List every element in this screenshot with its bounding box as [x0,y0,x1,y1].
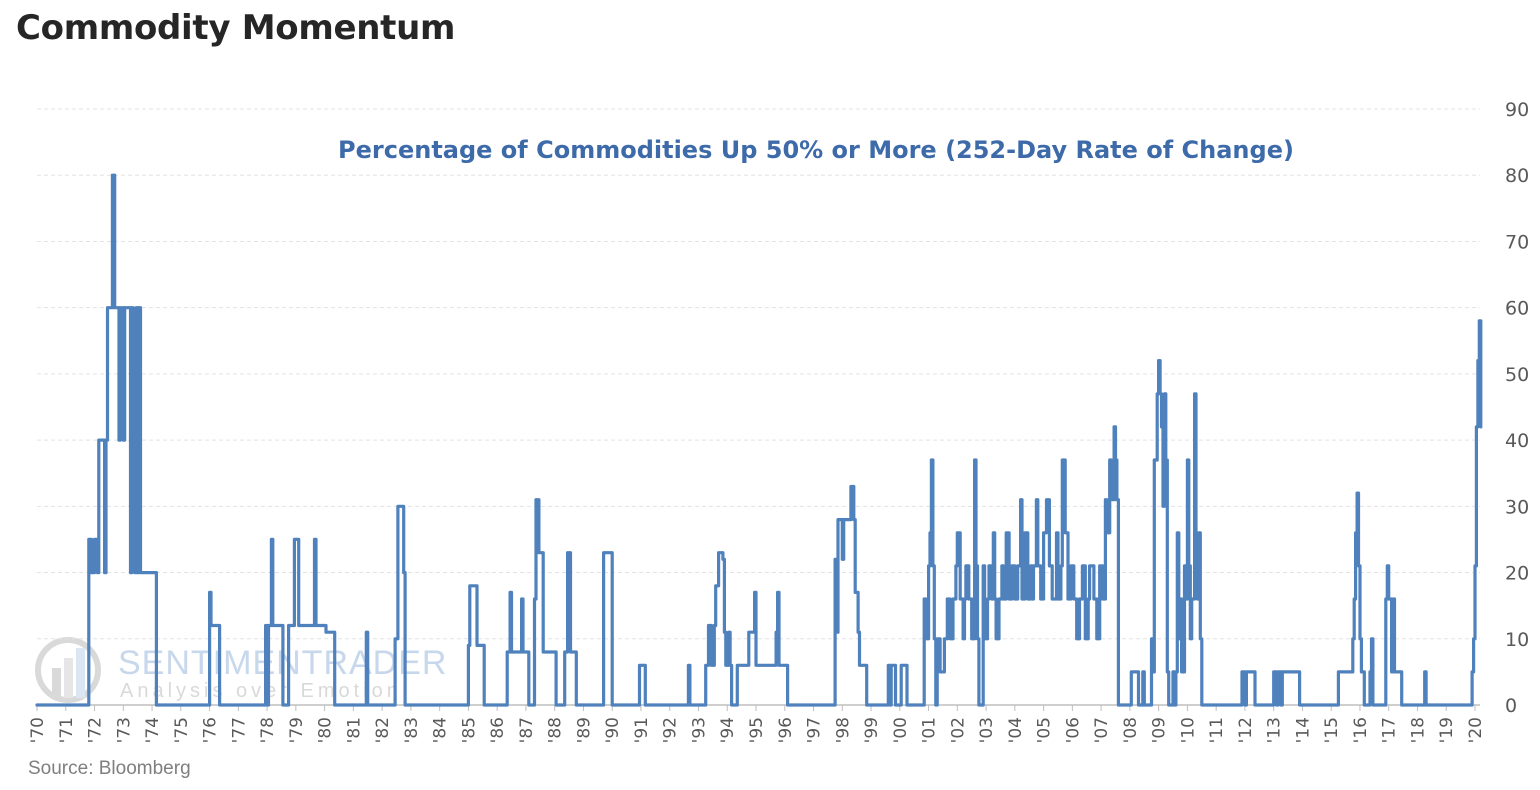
x-tick-label: '19 [1437,717,1457,743]
x-tick-label: '70 [28,717,48,743]
x-tick-label: '08 [1121,717,1141,743]
watermark-logo-icon [35,637,101,703]
x-tick-label: '97 [805,717,825,743]
watermark: SENTIMENTRADER Analysis over Emotion [35,637,446,703]
source-note: Source: Bloomberg [28,758,191,779]
y-axis: 0 10 20 30 40 50 60 70 80 90 [1505,99,1529,717]
x-tick-label: '83 [402,717,422,743]
x-tick-label: '91 [632,717,652,743]
x-tick-label: '13 [1265,717,1285,743]
y-tick-label: 90 [1505,99,1529,121]
watermark-bar-icon [64,658,73,698]
x-tick-label: '71 [57,717,77,743]
watermark-bar-icon [52,668,61,698]
x-tick-label: '09 [1150,717,1170,743]
x-tick-label: '15 [1322,717,1342,743]
y-tick-label: 0 [1505,695,1517,717]
y-tick-label: 10 [1505,629,1529,651]
x-tick-label: '17 [1380,717,1400,743]
x-tick-label: '00 [891,717,911,743]
series-layer [35,173,1483,707]
x-tick-label: '10 [1178,717,1198,743]
x-tick-label: '89 [574,717,594,743]
x-tick-label: '94 [718,717,738,743]
x-tick-label: '73 [114,717,134,743]
x-tick-label: '90 [603,717,623,743]
x-tick-label: '76 [201,717,221,743]
x-tick-label: '11 [1207,717,1227,743]
y-tick-label: 50 [1505,364,1529,386]
x-tick-label: '82 [373,717,393,743]
x-tick-label: '06 [1063,717,1083,743]
x-tick-label: '84 [431,717,451,743]
x-tick-label: '74 [143,717,163,743]
x-tick-label: '93 [689,717,709,743]
x-tick-label: '81 [344,717,364,743]
y-tick-label: 80 [1505,165,1529,187]
x-tick-label: '02 [948,717,968,743]
x-tick-label: '72 [86,717,106,743]
x-tick-label: '79 [287,717,307,743]
x-tick-label: '01 [920,717,940,743]
x-tick-label: '14 [1293,717,1313,743]
x-tick-label: '92 [661,717,681,743]
y-tick-label: 20 [1505,563,1529,585]
x-tick-label: '20 [1466,717,1486,743]
x-tick-label: '99 [862,717,882,743]
x-tick-label: '95 [747,717,767,743]
x-tick-label: '88 [546,717,566,743]
x-tick-label: '04 [1006,717,1026,743]
x-tick-label: '03 [977,717,997,743]
series-line [35,173,1483,707]
x-tick-label: '96 [776,717,796,743]
x-tick-label: '77 [229,717,249,743]
x-tick-label: '12 [1236,717,1256,743]
x-tick-label: '85 [459,717,479,743]
x-tick-label: '80 [316,717,336,743]
x-tick-label: '86 [488,717,508,743]
y-tick-label: 30 [1505,496,1529,518]
x-tick-label: '98 [833,717,853,743]
x-axis: '70 '71 '72 '73 '74 '75 '76 '77 '78 '79 '80 '81 '82 '… [28,704,1486,743]
x-tick-label: '75 [172,717,192,743]
x-tick-label: '05 [1035,717,1055,743]
watermark-tagline: Analysis over Emotion [120,680,402,702]
watermark-bar-icon [76,648,85,698]
y-tick-label: 40 [1505,430,1529,452]
x-tick-label: '16 [1351,717,1371,743]
page-title: Commodity Momentum [16,8,456,48]
x-tick-label: '07 [1092,717,1112,743]
y-tick-label: 70 [1505,231,1529,253]
chart-title: Percentage of Commodities Up 50% or More… [338,136,1294,164]
x-tick-label: '87 [517,717,537,743]
y-tick-label: 60 [1505,298,1529,320]
gridlines [37,108,1480,640]
x-tick-label: '18 [1408,717,1428,743]
x-tick-label: '78 [258,717,278,743]
